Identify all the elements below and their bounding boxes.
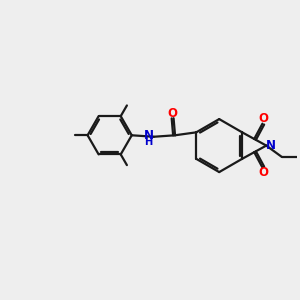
Text: N: N — [266, 139, 276, 152]
Text: O: O — [168, 107, 178, 120]
Text: H: H — [144, 137, 153, 147]
Text: N: N — [143, 129, 154, 142]
Text: O: O — [258, 112, 268, 125]
Text: O: O — [258, 166, 268, 179]
